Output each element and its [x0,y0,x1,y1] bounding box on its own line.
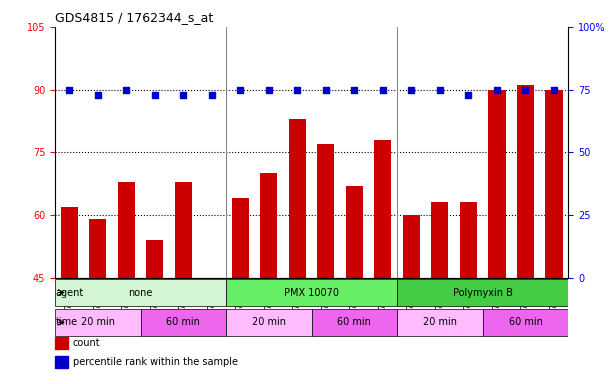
Bar [517,85,534,278]
Point [64,86,74,93]
Point [406,86,416,93]
Point [264,86,274,93]
Point [207,91,217,98]
Bar [375,140,392,278]
Bar [483,309,568,336]
Point [492,86,502,93]
Point [293,86,302,93]
Bar [289,119,306,278]
Point [93,91,103,98]
Bar [89,219,106,278]
Point [178,91,188,98]
Bar [60,207,78,278]
Bar [397,309,483,336]
Bar [431,202,448,278]
Text: agent: agent [55,288,84,298]
Text: none: none [128,288,153,298]
Bar [546,89,563,278]
Point [435,86,445,93]
Text: time: time [55,317,78,327]
Point [150,91,159,98]
Bar [346,186,363,278]
Bar [146,240,163,278]
Bar [232,198,249,278]
Text: GDS4815 / 1762344_s_at: GDS4815 / 1762344_s_at [55,11,213,24]
Point [521,86,530,93]
Text: PMX 10070: PMX 10070 [284,288,339,298]
Point [349,86,359,93]
Text: count: count [73,338,101,348]
Bar [226,309,312,336]
Text: 20 min: 20 min [423,317,457,327]
Point [235,86,245,93]
Bar [118,182,135,278]
Bar [488,89,505,278]
Text: 20 min: 20 min [252,317,286,327]
Text: 60 min: 60 min [508,317,543,327]
Bar [260,173,277,278]
Bar [317,144,334,278]
Text: percentile rank within the sample: percentile rank within the sample [73,357,238,367]
Point [378,86,388,93]
Point [122,86,131,93]
Bar [141,309,226,336]
Bar [397,279,568,306]
Text: Polymyxin B: Polymyxin B [453,288,513,298]
Bar [403,215,420,278]
Text: 20 min: 20 min [81,317,115,327]
Bar [55,356,68,368]
Text: 60 min: 60 min [337,317,371,327]
Text: 60 min: 60 min [166,317,200,327]
Bar [55,309,141,336]
Bar [312,309,397,336]
Bar [226,279,397,306]
Bar [460,202,477,278]
Bar [55,336,68,349]
Point [549,86,559,93]
Point [321,86,331,93]
Bar [55,279,226,306]
Bar [175,182,192,278]
Point [464,91,474,98]
